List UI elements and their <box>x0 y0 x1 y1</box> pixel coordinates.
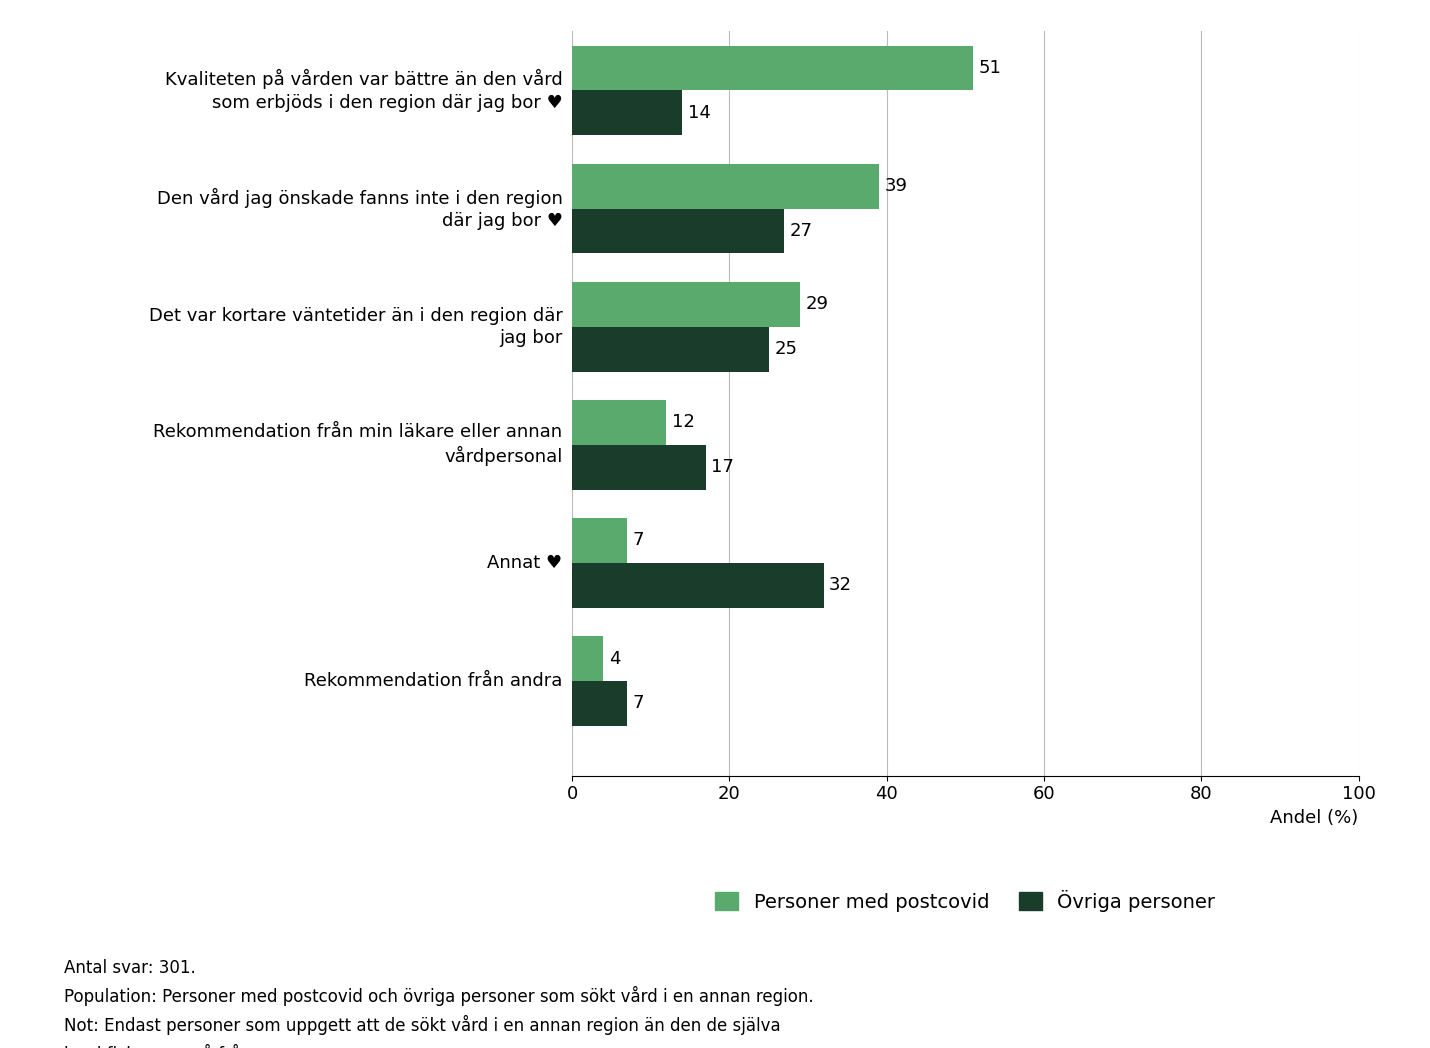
Text: 39: 39 <box>884 177 907 195</box>
Bar <box>572 90 682 135</box>
Text: 7: 7 <box>632 531 644 549</box>
Text: 17: 17 <box>711 458 734 476</box>
Text: Kvaliteten på vården var bättre än den vård
som erbjöds i den region där jag bor: Kvaliteten på vården var bättre än den v… <box>164 69 562 112</box>
Bar <box>572 46 972 90</box>
Text: 51: 51 <box>978 59 1001 78</box>
Text: 32: 32 <box>829 576 852 594</box>
Text: 27: 27 <box>789 222 812 240</box>
Bar <box>572 282 801 327</box>
Bar <box>572 163 878 209</box>
Text: Den vård jag önskade fanns inte i den region
där jag bor ♥: Den vård jag önskade fanns inte i den re… <box>157 188 562 230</box>
Text: Det var kortare väntetider än i den region där
jag bor: Det var kortare väntetider än i den regi… <box>149 307 562 347</box>
Bar <box>572 681 626 726</box>
Text: 25: 25 <box>774 341 797 358</box>
Text: Antal svar: 301.
Population: Personer med postcovid och övriga personer som sökt: Antal svar: 301. Population: Personer me… <box>64 959 814 1048</box>
Text: 12: 12 <box>672 413 695 432</box>
Bar <box>572 444 706 489</box>
Bar <box>572 327 769 372</box>
Bar <box>572 563 824 608</box>
Text: 4: 4 <box>609 650 621 668</box>
X-axis label: Andel (%): Andel (%) <box>1270 809 1358 827</box>
Text: 7: 7 <box>632 695 644 713</box>
Bar <box>572 636 603 681</box>
Text: 29: 29 <box>805 296 828 313</box>
Legend: Personer med postcovid, Övriga personer: Personer med postcovid, Övriga personer <box>708 882 1223 919</box>
Bar <box>572 209 784 254</box>
Text: 14: 14 <box>688 104 711 122</box>
Text: Rekommendation från min läkare eller annan
vårdpersonal: Rekommendation från min läkare eller ann… <box>153 423 562 466</box>
Bar <box>572 400 666 444</box>
Text: Rekommendation från andra: Rekommendation från andra <box>305 672 562 690</box>
Text: Annat ♥: Annat ♥ <box>488 554 562 572</box>
Bar <box>572 518 626 563</box>
